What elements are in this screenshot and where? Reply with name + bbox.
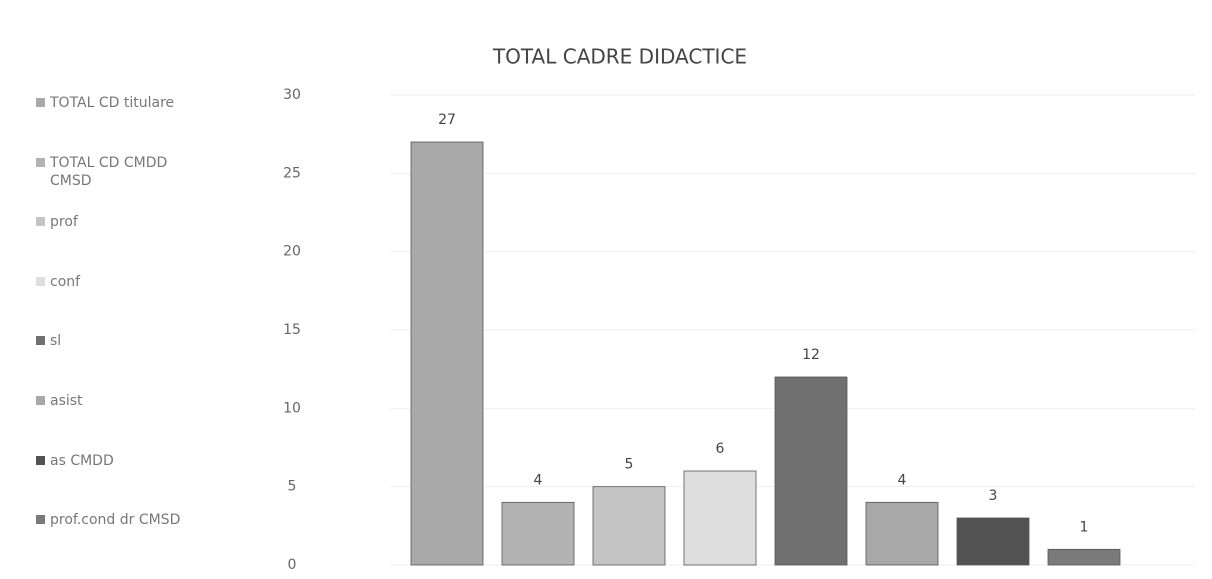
- legend-swatch: [36, 98, 45, 107]
- bar: [501, 501, 575, 566]
- y-tick-label: 5: [288, 479, 297, 495]
- legend-label: asist: [50, 392, 83, 409]
- data-label: 4: [534, 472, 543, 488]
- legend-item: as CMDD: [36, 452, 236, 512]
- legend-item: prof.cond dr CMSD: [36, 511, 236, 571]
- y-tick-label: 15: [283, 322, 301, 338]
- y-tick-label: 10: [283, 400, 301, 416]
- legend-label: sl: [50, 333, 62, 350]
- data-label: 5: [625, 457, 634, 473]
- bar: [410, 141, 484, 566]
- legend-item: prof: [36, 213, 236, 273]
- legend-swatch: [36, 157, 45, 167]
- bar: [1047, 548, 1121, 566]
- legend-item: TOTAL CD titulare: [36, 94, 236, 154]
- y-tick-label: 20: [283, 244, 301, 260]
- data-label: 6: [716, 441, 725, 457]
- data-label: 3: [989, 488, 998, 504]
- y-tick-label: 25: [283, 165, 301, 181]
- y-tick-label: 0: [288, 557, 297, 573]
- legend-swatch: [36, 395, 45, 405]
- bar: [956, 517, 1030, 566]
- y-tick-label: 30: [283, 87, 301, 103]
- legend-item: sl: [36, 332, 236, 392]
- legend-label: conf: [50, 273, 81, 290]
- legend-swatch: [36, 455, 45, 465]
- bar: [683, 470, 757, 566]
- legend-swatch: [36, 336, 45, 346]
- legend-item: TOTAL CD CMDD CMSD: [36, 154, 236, 214]
- legend-label: prof.cond dr CMSD: [50, 512, 181, 529]
- chart-title: TOTAL CADRE DIDACTICE: [492, 45, 747, 69]
- bar: [592, 486, 666, 566]
- data-label: 12: [802, 347, 820, 363]
- legend-swatch: [36, 217, 45, 227]
- legend-item: asist: [36, 392, 236, 452]
- legend-swatch: [36, 515, 45, 525]
- legend-label: as CMDD: [50, 452, 114, 469]
- legend-label: TOTAL CD CMDD CMSD: [50, 154, 168, 189]
- legend: TOTAL CD titulare TOTAL CD CMDD CMSD prof c…: [36, 94, 236, 571]
- bar: [774, 376, 848, 566]
- legend-label: prof: [50, 214, 78, 231]
- data-label: 1: [1080, 519, 1089, 535]
- bar: [865, 501, 939, 566]
- legend-swatch: [36, 276, 45, 286]
- legend-label: TOTAL CD titulare: [50, 95, 175, 111]
- data-label: 4: [898, 472, 907, 488]
- legend-item: conf: [36, 273, 236, 333]
- data-label: 27: [438, 112, 456, 128]
